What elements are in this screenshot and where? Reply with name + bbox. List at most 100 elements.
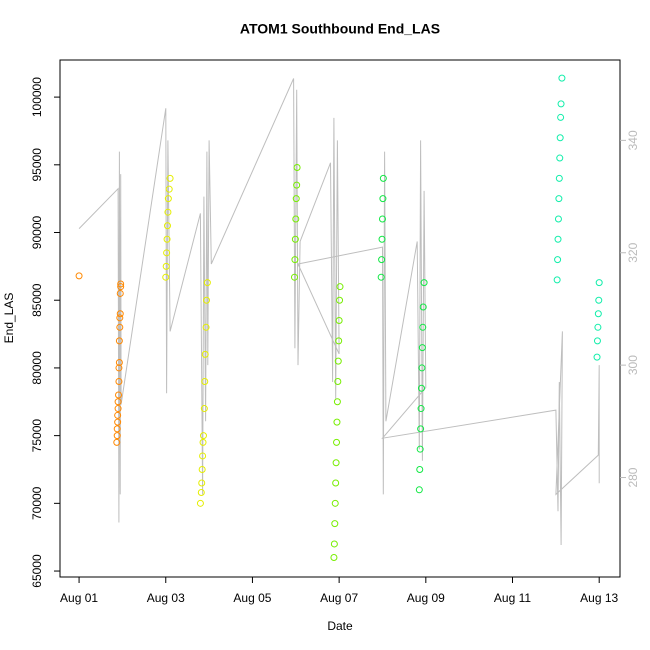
point: [114, 418, 122, 426]
x-tick-label: Aug 11: [494, 591, 531, 605]
x-tick-label: Aug 09: [407, 591, 445, 605]
point: [554, 235, 562, 243]
plot-area: [75, 74, 603, 562]
point: [164, 208, 172, 216]
point: [418, 344, 426, 352]
point: [117, 280, 125, 288]
point: [114, 411, 122, 419]
y2-tick-label: 280: [626, 467, 640, 487]
y2-tick-label: 320: [626, 242, 640, 262]
point: [166, 174, 174, 182]
point: [199, 438, 207, 446]
point: [330, 540, 338, 548]
point: [595, 296, 603, 304]
x-tick-label: Aug 07: [320, 591, 358, 605]
y-tick-label: 90000: [30, 216, 44, 250]
chart-title: ATOM1 Southbound End_LAS: [240, 21, 440, 37]
point: [557, 113, 565, 121]
point: [555, 195, 563, 203]
point: [290, 273, 298, 281]
point: [333, 418, 341, 426]
point: [292, 215, 300, 223]
point: [420, 279, 428, 287]
point: [163, 222, 171, 230]
point: [378, 235, 386, 243]
point: [116, 289, 124, 297]
point: [332, 459, 340, 467]
point: [377, 273, 385, 281]
point: [116, 314, 124, 322]
y-tick-label: 75000: [30, 419, 44, 453]
point: [556, 134, 564, 142]
point: [115, 337, 123, 345]
point: [115, 364, 123, 372]
x-tick-label: Aug 13: [580, 591, 618, 605]
point: [594, 323, 602, 331]
point: [293, 164, 301, 172]
point: [203, 296, 211, 304]
y-tick-label: 80000: [30, 351, 44, 385]
point: [594, 310, 602, 318]
point: [330, 554, 338, 562]
point: [162, 262, 170, 270]
point: [116, 310, 124, 318]
point: [202, 323, 210, 331]
point: [379, 174, 387, 182]
point: [116, 323, 124, 331]
point: [331, 520, 339, 528]
point: [417, 425, 425, 433]
point: [336, 283, 344, 291]
point: [75, 272, 83, 280]
x-tick-label: Aug 03: [147, 591, 185, 605]
point: [199, 432, 207, 440]
point: [416, 465, 424, 473]
y2-tick-label: 340: [626, 130, 640, 150]
point: [418, 364, 426, 372]
point: [113, 438, 121, 446]
point: [163, 249, 171, 257]
point: [113, 425, 121, 433]
point: [200, 405, 208, 413]
point: [292, 195, 300, 203]
point: [557, 100, 565, 108]
point: [419, 303, 427, 311]
point: [417, 405, 425, 413]
y-tick-label: 70000: [30, 486, 44, 520]
y-tick-label: 85000: [30, 283, 44, 317]
point: [554, 215, 562, 223]
y-axis-label: End_LAS: [2, 293, 16, 344]
point: [114, 405, 122, 413]
point: [553, 276, 561, 284]
point: [113, 432, 121, 440]
y-tick-label: 65000: [30, 554, 44, 588]
point: [115, 359, 123, 367]
point: [162, 273, 170, 281]
point: [593, 353, 601, 361]
point: [554, 256, 562, 264]
point: [198, 465, 206, 473]
point: [417, 384, 425, 392]
y-tick-label: 95000: [30, 148, 44, 182]
point: [333, 398, 341, 406]
plot-frame: [59, 59, 621, 578]
point: [419, 323, 427, 331]
point: [196, 499, 204, 507]
point: [199, 452, 207, 460]
point: [293, 181, 301, 189]
point: [416, 445, 424, 453]
point: [558, 74, 566, 82]
x-axis-label: Date: [327, 619, 353, 633]
point: [331, 499, 339, 507]
point: [164, 195, 172, 203]
point: [201, 377, 209, 385]
point: [378, 215, 386, 223]
point: [335, 337, 343, 345]
x-tick-label: Aug 01: [60, 591, 98, 605]
line-series: [78, 78, 600, 546]
point: [198, 479, 206, 487]
point: [115, 377, 123, 385]
point: [114, 398, 122, 406]
point: [115, 391, 123, 399]
point: [595, 279, 603, 287]
